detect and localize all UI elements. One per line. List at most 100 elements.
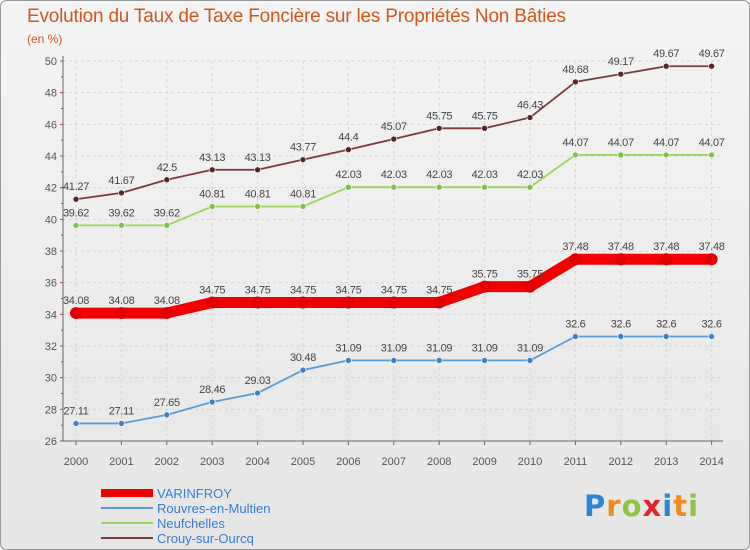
data-label-1: 29.03 (245, 375, 271, 387)
series-point-0 (251, 296, 264, 309)
x-tick-label: 2006 (336, 456, 360, 468)
series-point-0 (705, 253, 718, 266)
x-tick-label: 2007 (382, 456, 406, 468)
data-labels: 41.27 41.67 42.5 43.13 43.13 43.77 44.4 45.07 45… (63, 48, 725, 417)
series-point-2 (118, 222, 125, 229)
x-tick-label: 2004 (245, 456, 269, 468)
series-point-2 (662, 151, 670, 159)
y-tick-label: 44 (45, 151, 57, 163)
series-point-2 (208, 203, 216, 210)
x-tick-label: 2008 (427, 456, 451, 468)
data-label-0: 35.75 (517, 269, 543, 281)
x-tick-label: 2009 (472, 456, 496, 468)
y-tick-label: 42 (45, 183, 57, 195)
data-label-3: 43.77 (290, 142, 316, 154)
data-label-1: 32.6 (656, 319, 676, 331)
series-point-3 (299, 156, 307, 163)
y-tick-label: 28 (45, 404, 57, 416)
series-point-0 (115, 307, 128, 320)
series-point-2 (481, 183, 488, 191)
legend-swatch (101, 507, 153, 509)
data-label-1: 32.6 (565, 319, 585, 331)
series-point-2 (390, 183, 398, 191)
y-tick-label: 36 (45, 278, 57, 290)
series-point-3 (390, 135, 398, 143)
data-label-3: 42.5 (157, 162, 177, 174)
data-label-0: 34.08 (154, 295, 180, 307)
series-point-2 (345, 183, 352, 191)
data-label-0: 34.75 (335, 284, 361, 296)
series-point-1 (481, 357, 488, 364)
y-tick-label: 32 (45, 341, 57, 353)
data-label-0: 37.48 (562, 241, 588, 253)
series-point-0 (297, 296, 309, 309)
series-lines (70, 62, 718, 427)
data-label-3: 44.4 (338, 132, 358, 144)
series-point-0 (206, 296, 219, 309)
series-point-3 (662, 62, 670, 70)
logo-letter: i (688, 489, 700, 523)
series-point-3 (708, 62, 715, 70)
data-label-0: 37.48 (699, 241, 725, 253)
x-tick-label: 2001 (109, 456, 133, 468)
data-label-1: 28.46 (199, 384, 225, 396)
x-tick-label: 2005 (291, 456, 315, 468)
data-label-1: 31.09 (517, 342, 543, 354)
data-label-3: 41.27 (63, 181, 89, 193)
logo-letter: o (621, 489, 643, 523)
x-tick-label: 2012 (609, 456, 633, 468)
data-label-1: 32.6 (701, 319, 721, 331)
y-tick-label: 38 (45, 246, 57, 258)
series-point-3 (254, 166, 261, 174)
data-label-3: 46.43 (517, 100, 543, 112)
legend-item: VARINFROY (101, 485, 232, 501)
legend-swatch (101, 522, 153, 524)
series-point-1 (118, 420, 125, 427)
series-point-1 (526, 357, 534, 364)
data-label-3: 41.67 (108, 175, 134, 187)
data-label-1: 31.09 (426, 342, 452, 354)
logo-letter: t (673, 489, 689, 523)
y-tick-label: 48 (45, 88, 57, 100)
data-label-2: 42.03 (426, 169, 452, 181)
data-label-0: 37.48 (608, 241, 634, 253)
series-point-1 (208, 398, 216, 406)
data-label-2: 39.62 (154, 207, 180, 219)
series-point-3 (163, 176, 171, 184)
data-label-2: 39.62 (63, 207, 89, 219)
logo-letter: P (584, 489, 607, 523)
series-point-3 (118, 189, 125, 197)
data-label-2: 40.81 (245, 189, 271, 201)
data-label-2: 39.62 (108, 207, 134, 219)
data-label-1: 27.11 (63, 405, 88, 417)
legend-swatch (101, 537, 153, 539)
series-point-1 (617, 333, 625, 340)
series-point-0 (614, 253, 627, 266)
x-tick-label: 2010 (518, 456, 542, 468)
x-tick-label: 2003 (200, 456, 224, 468)
data-label-2: 42.03 (335, 169, 361, 181)
series-point-0 (70, 307, 82, 320)
series-point-1 (435, 357, 443, 364)
data-label-3: 45.07 (381, 121, 407, 133)
data-label-1: 31.09 (335, 342, 361, 354)
data-label-3: 48.68 (562, 64, 588, 76)
data-label-3: 49.17 (608, 56, 634, 68)
series-point-2 (254, 203, 261, 210)
series-point-1 (299, 366, 307, 374)
series-point-3 (526, 114, 534, 121)
series-point-0 (569, 253, 582, 266)
legend-item: Neufchelles (101, 515, 225, 531)
x-tick-label: 2014 (699, 456, 723, 468)
data-label-0: 34.75 (199, 284, 225, 296)
series-point-1 (163, 411, 171, 419)
series-point-3 (435, 124, 443, 132)
y-tick-label: 34 (45, 309, 57, 321)
data-label-3: 49.67 (653, 48, 679, 60)
data-label-2: 40.81 (290, 189, 316, 201)
series-point-1 (708, 333, 715, 340)
data-label-0: 34.75 (245, 284, 271, 296)
x-tick-label: 2002 (155, 456, 179, 468)
data-label-0: 34.08 (108, 295, 134, 307)
series-point-1 (345, 357, 352, 364)
